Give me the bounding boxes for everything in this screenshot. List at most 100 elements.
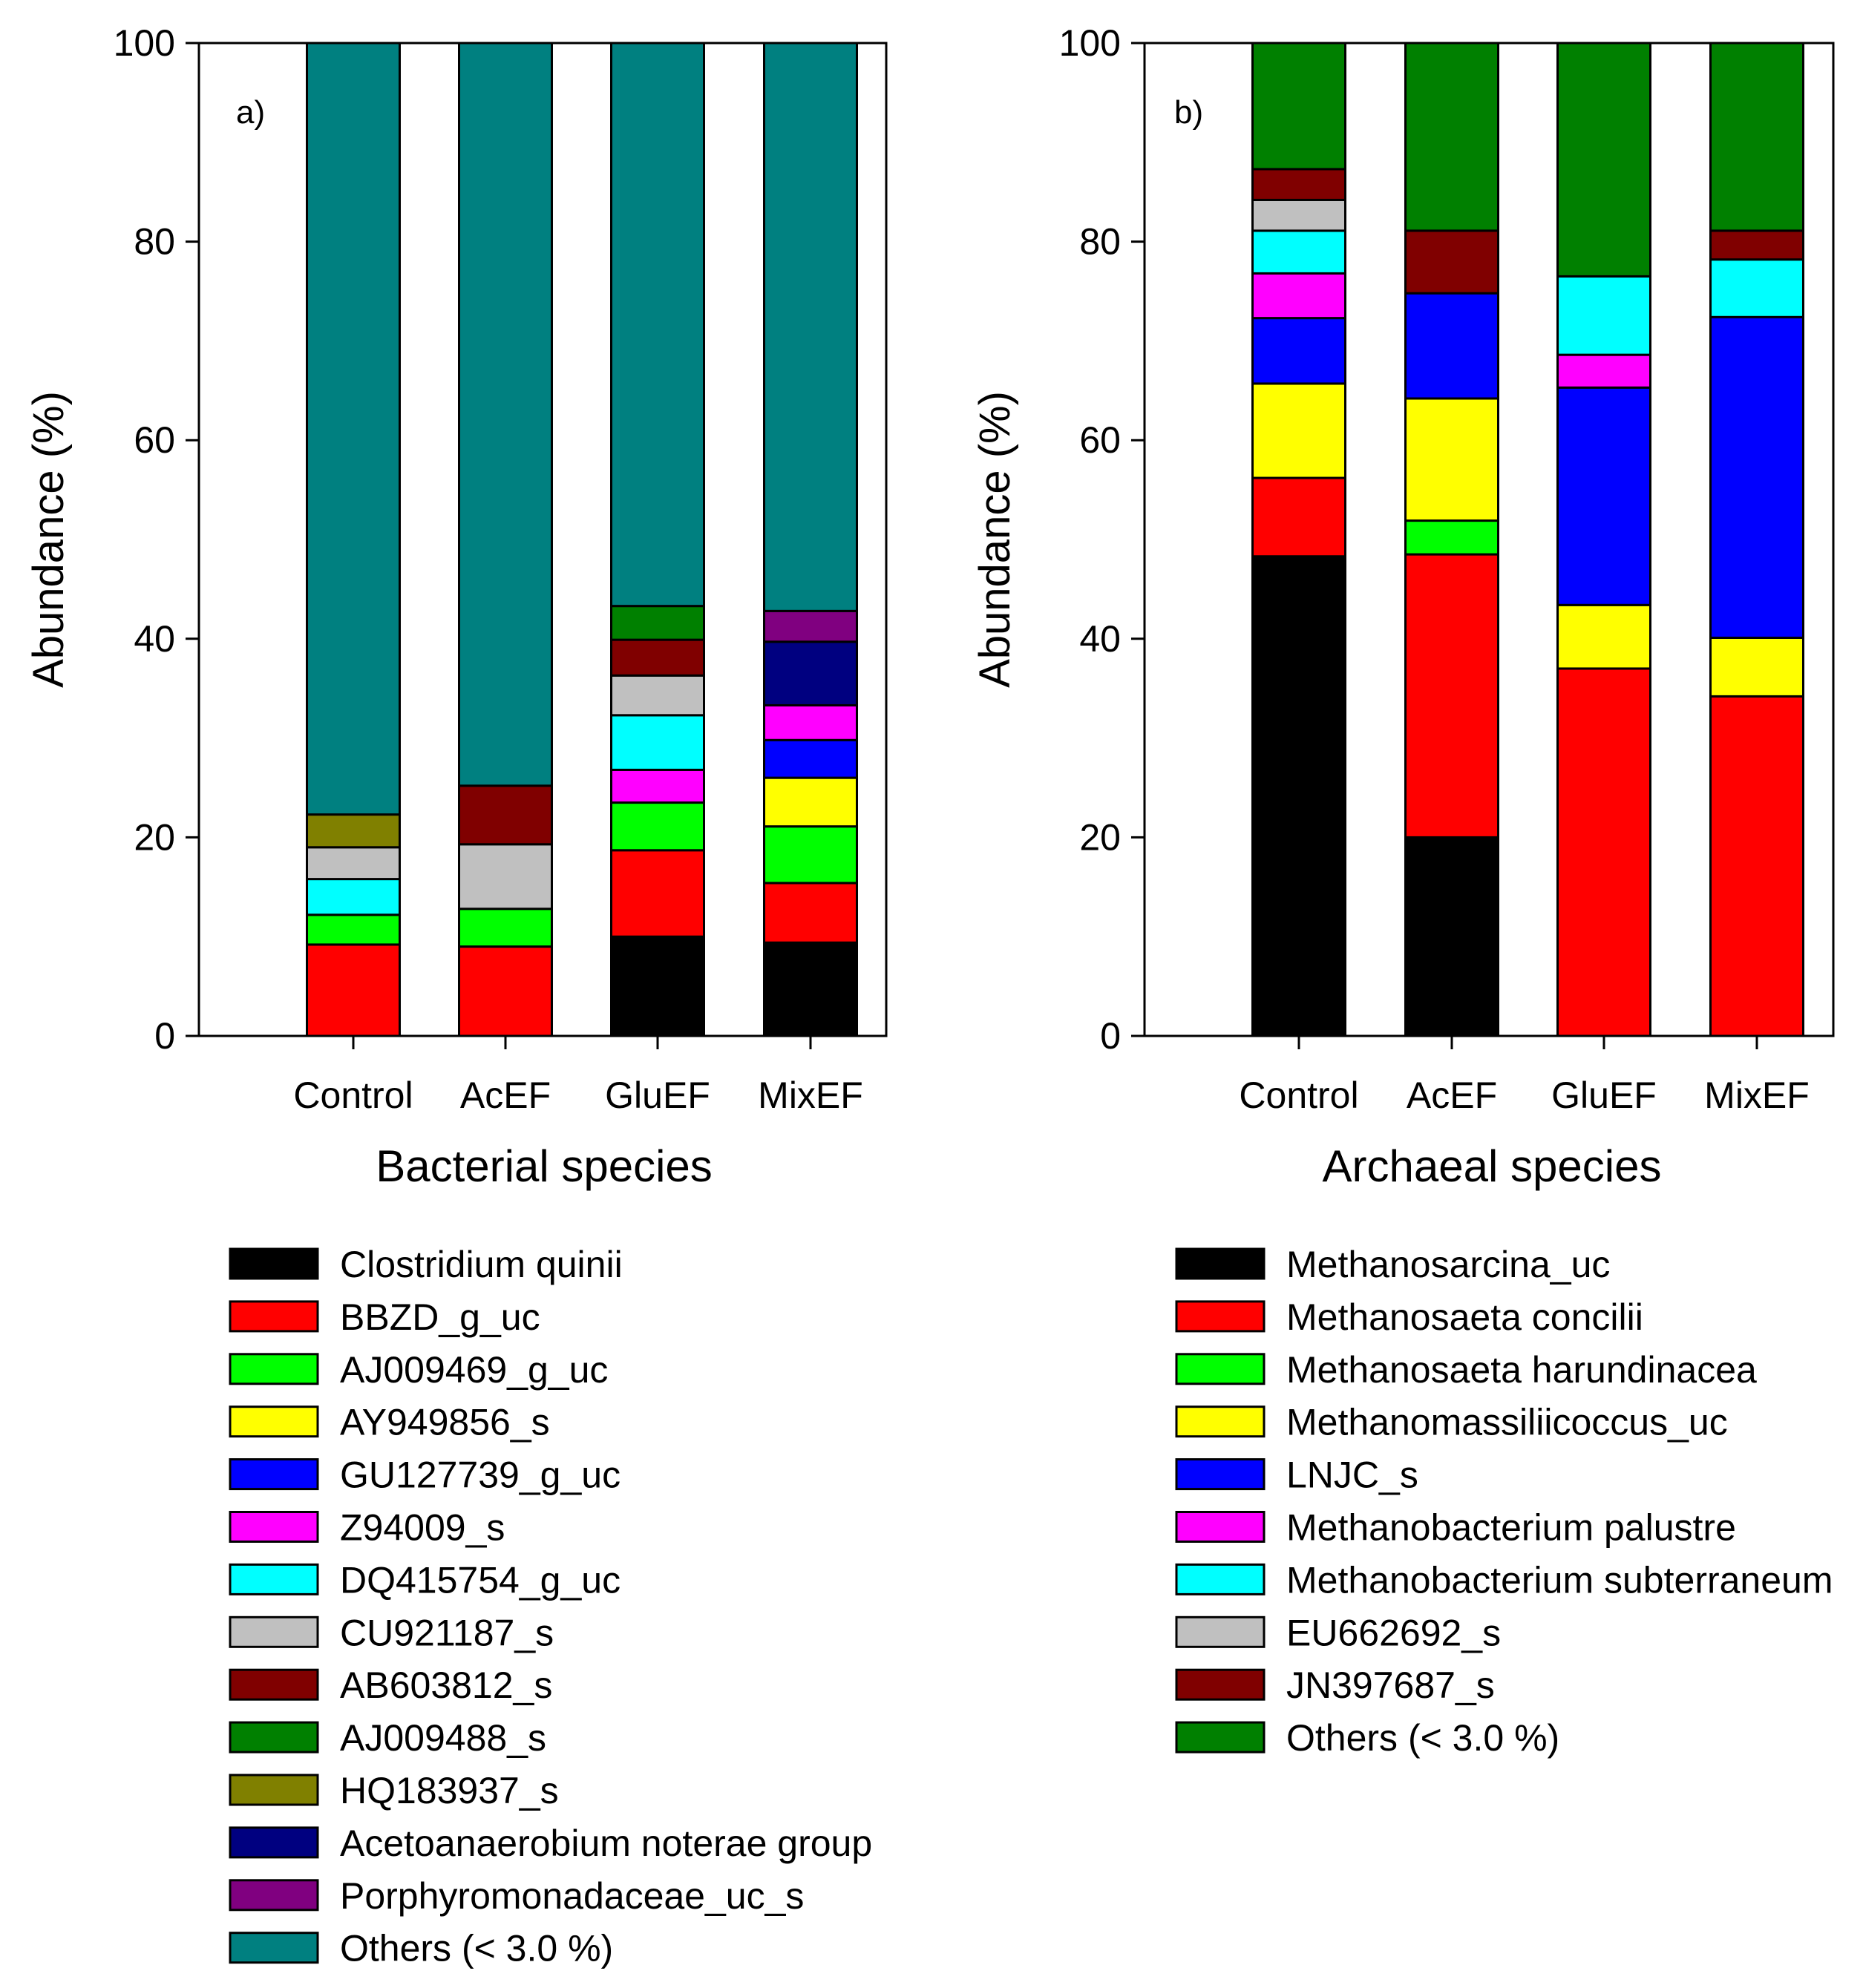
legend-label: BBZD_g_uc bbox=[340, 1296, 540, 1338]
bar-segment bbox=[763, 776, 858, 828]
legend-swatch bbox=[1175, 1247, 1266, 1280]
legend-swatch bbox=[229, 1721, 319, 1754]
x-tick-label: AcEF bbox=[1407, 1075, 1497, 1116]
bar-segment bbox=[763, 882, 858, 944]
legend-label: AB603812_s bbox=[340, 1664, 552, 1706]
bar-segment bbox=[1709, 315, 1804, 639]
bar-segment bbox=[1404, 229, 1499, 295]
legend-swatch bbox=[229, 1405, 319, 1438]
y-tick-label: 0 bbox=[154, 1015, 175, 1057]
legend-label: AJ009469_g_uc bbox=[340, 1349, 608, 1391]
bar-segment bbox=[610, 768, 705, 804]
bar-segment bbox=[458, 908, 553, 948]
bar-segment bbox=[1709, 695, 1804, 1037]
y-tick-label: 100 bbox=[1059, 22, 1121, 64]
x-tick-label: GluEF bbox=[1551, 1075, 1657, 1116]
bar-segment bbox=[610, 801, 705, 852]
bar-segment bbox=[306, 878, 401, 916]
plot-frame bbox=[197, 42, 888, 1037]
bar-segment bbox=[610, 849, 705, 938]
y-tick-label: 0 bbox=[1100, 1015, 1121, 1057]
bar-segment bbox=[1404, 553, 1499, 839]
bar-segment bbox=[1251, 317, 1346, 385]
y-tick-label: 40 bbox=[134, 618, 175, 660]
legend-swatch bbox=[229, 1300, 319, 1333]
legend-swatch bbox=[229, 1826, 319, 1859]
legend-label: Acetoanaerobium noterae group bbox=[340, 1823, 872, 1864]
bar-segment bbox=[610, 605, 705, 641]
legend-label: DQ415754_g_uc bbox=[340, 1559, 621, 1601]
y-axis-title: Abundance (%) bbox=[971, 391, 1019, 688]
bar-segment bbox=[1251, 382, 1346, 479]
bar-segment bbox=[610, 42, 705, 608]
bar-segment bbox=[1251, 42, 1346, 171]
legend-label: HQ183937_s bbox=[340, 1770, 559, 1811]
bar-segment bbox=[306, 943, 401, 1037]
legend-swatch bbox=[1175, 1511, 1266, 1543]
chart-panel-b: 0 20 40 60 80 100 Control AcEF GluEF MixEF Archaea… bbox=[971, 22, 1835, 1759]
bar-segment bbox=[306, 42, 401, 816]
bar-segment bbox=[306, 813, 401, 849]
panel-label: b) bbox=[1174, 94, 1203, 131]
legend-label: Z94009_s bbox=[340, 1507, 505, 1549]
legend-swatch bbox=[229, 1879, 319, 1912]
legend-label: Porphyromonadaceae_uc_s bbox=[340, 1875, 804, 1917]
legend-swatch bbox=[229, 1458, 319, 1491]
y-tick-label: 20 bbox=[1079, 816, 1121, 858]
bar-segment bbox=[1251, 476, 1346, 558]
bar-segment bbox=[763, 640, 858, 706]
y-tick-label: 60 bbox=[1079, 419, 1121, 461]
y-tick-label: 80 bbox=[134, 221, 175, 263]
bar-segment bbox=[1556, 353, 1651, 389]
bar-segment bbox=[1251, 555, 1346, 1037]
legend-label: Others (< 3.0 %) bbox=[340, 1928, 613, 1969]
legend-swatch bbox=[229, 1615, 319, 1648]
bar-segment bbox=[1404, 836, 1499, 1037]
bar-segment bbox=[763, 738, 858, 779]
legend-swatch bbox=[229, 1668, 319, 1701]
x-tick-label: MixEF bbox=[758, 1075, 863, 1116]
bar-segment bbox=[1251, 198, 1346, 232]
legend-swatch bbox=[1175, 1405, 1266, 1438]
bar-segment bbox=[1556, 603, 1651, 670]
bar-segment bbox=[1404, 519, 1499, 556]
y-tick-label: 80 bbox=[1079, 221, 1121, 263]
bar-segment bbox=[1709, 636, 1804, 698]
legend-label: LNJC_s bbox=[1286, 1454, 1418, 1496]
legend-label: Clostridium quinii bbox=[340, 1244, 623, 1285]
legend-swatch bbox=[1175, 1300, 1266, 1333]
bar-segment bbox=[610, 674, 705, 717]
bar-segment bbox=[1404, 292, 1499, 400]
bar-segment bbox=[763, 609, 858, 643]
legend-label: Methanobacterium palustre bbox=[1286, 1507, 1736, 1549]
y-tick-label: 20 bbox=[134, 816, 175, 858]
bar-segment bbox=[458, 843, 553, 911]
legend: Methanosarcina_uc Methanosaeta concilii Me… bbox=[1175, 1244, 1833, 1759]
legend-swatch bbox=[229, 1932, 319, 1964]
bar-segment bbox=[1709, 229, 1804, 261]
legend-label: AY949856_s bbox=[340, 1402, 550, 1443]
bar-segment bbox=[1556, 42, 1651, 278]
legend-swatch bbox=[1175, 1615, 1266, 1648]
bar-segment bbox=[1556, 386, 1651, 606]
legend-label: Methanomassiliicoccus_uc bbox=[1286, 1402, 1728, 1443]
y-tick-label: 60 bbox=[134, 419, 175, 461]
bar-segment bbox=[763, 825, 858, 885]
legend-swatch bbox=[229, 1563, 319, 1595]
bar-segment bbox=[458, 945, 553, 1037]
legend-label: Methanosarcina_uc bbox=[1286, 1244, 1610, 1285]
bar-segment bbox=[763, 703, 858, 741]
bar-segment bbox=[610, 638, 705, 677]
legend-label: Methanosaeta harundinacea bbox=[1286, 1349, 1757, 1391]
legend-label: CU921187_s bbox=[340, 1612, 554, 1653]
bar-segment bbox=[458, 42, 553, 787]
y-tick-label: 100 bbox=[114, 22, 175, 64]
legend-swatch bbox=[229, 1247, 319, 1280]
bar-segment bbox=[1251, 272, 1346, 320]
y-tick-label: 40 bbox=[1079, 618, 1121, 660]
legend-swatch bbox=[229, 1774, 319, 1806]
legend-label: AJ009488_s bbox=[340, 1717, 546, 1759]
bar-segment bbox=[1404, 42, 1499, 232]
bar-segment bbox=[458, 784, 553, 846]
